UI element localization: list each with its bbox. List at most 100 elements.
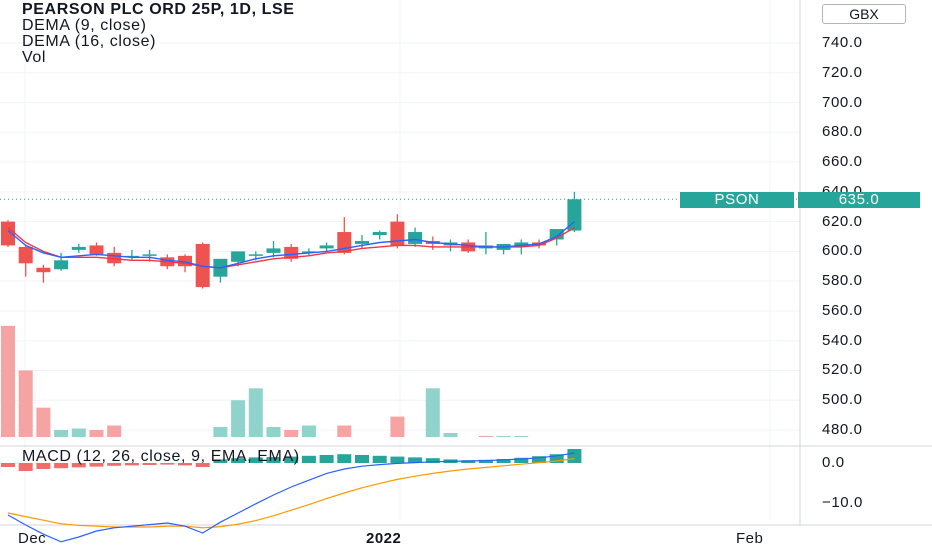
dema9-line xyxy=(7,221,575,269)
last-price-badge: 635.0 xyxy=(798,192,920,208)
candle-body xyxy=(248,254,263,256)
macd-tick-label: −10.0 xyxy=(822,494,863,511)
macd-histogram-bar xyxy=(89,463,104,467)
candle-body xyxy=(355,240,369,244)
volume-bar xyxy=(496,435,511,437)
time-tick-label: Dec xyxy=(18,530,47,547)
volume-bar xyxy=(390,416,405,437)
volume-bar xyxy=(478,435,493,437)
candle-body xyxy=(142,254,157,256)
price-tick-label: 480.0 xyxy=(822,421,863,438)
macd-histogram-bar xyxy=(71,463,86,468)
macd-histogram-bar xyxy=(425,458,440,463)
macd-signal-line xyxy=(7,458,575,529)
macd-histogram-bar xyxy=(231,458,246,463)
macd-histogram-bar xyxy=(301,455,316,463)
candle-body xyxy=(1,221,15,246)
macd-label[interactable]: MACD (12, 26, close, 9, EMA, EMA) xyxy=(22,448,300,465)
candle-body xyxy=(178,255,192,267)
volume-bar xyxy=(425,388,440,437)
volume-bar xyxy=(443,432,458,437)
time-tick-label: 2022 xyxy=(366,530,402,547)
macd-histogram-bar xyxy=(178,463,192,466)
candle-body xyxy=(390,221,405,246)
candle-body xyxy=(71,246,86,250)
symbol-badge: PSON xyxy=(680,192,794,208)
candle-body xyxy=(301,251,316,253)
macd-histogram-bar xyxy=(18,463,33,471)
price-tick-label: 540.0 xyxy=(822,331,863,349)
macd-histogram-bar xyxy=(107,463,122,466)
macd-tick-label: 0.0 xyxy=(822,454,845,471)
candle-body xyxy=(36,267,51,273)
candle-body xyxy=(89,245,104,255)
macd-histogram-bar xyxy=(1,463,15,467)
candle-body xyxy=(107,252,122,264)
chart-legend: PEARSON PLC ORD 25P, 1D, LSE DEMA (9, cl… xyxy=(22,2,295,66)
macd-histogram-bar xyxy=(248,457,263,463)
candle-body xyxy=(319,245,334,249)
candle-body xyxy=(284,246,299,259)
macd-histogram-bar xyxy=(408,457,423,463)
price-tick-label: 700.0 xyxy=(822,93,863,111)
candles xyxy=(1,191,582,289)
volume-bar xyxy=(213,427,228,437)
candle-body xyxy=(514,242,529,247)
candle-body xyxy=(372,232,387,236)
macd-histogram-bar xyxy=(514,457,529,463)
price-tick-label: 520.0 xyxy=(822,361,863,379)
price-tick-label: 600.0 xyxy=(822,242,863,260)
price-tick-label: 660.0 xyxy=(822,153,863,171)
macd-histogram-bar xyxy=(142,463,157,465)
volume-bar xyxy=(284,430,299,437)
volume-bar xyxy=(54,430,69,437)
macd-histogram-bar xyxy=(195,463,210,467)
candle-body xyxy=(195,243,210,288)
macd-histogram-bar xyxy=(532,456,546,463)
price-tick-label: 580.0 xyxy=(822,272,863,290)
macd-histogram-bar xyxy=(36,463,51,469)
dema16-label[interactable]: DEMA (16, close) xyxy=(22,33,157,50)
volume-bar xyxy=(248,388,263,437)
volume-bar xyxy=(337,425,352,437)
macd-histogram-bar xyxy=(213,459,228,463)
macd-histogram-bar xyxy=(319,455,334,463)
macd-histogram-bar xyxy=(284,456,299,463)
currency-button[interactable]: GBX xyxy=(822,4,906,24)
macd-histogram-bar xyxy=(567,449,582,463)
candle-body xyxy=(567,199,582,231)
candle-body xyxy=(266,248,281,253)
grid xyxy=(0,0,932,526)
macd-histogram-bar xyxy=(337,454,352,463)
candle-body xyxy=(549,229,564,240)
volume-bar xyxy=(89,430,104,437)
macd-histogram-bar xyxy=(124,463,139,466)
symbol-title[interactable]: PEARSON PLC ORD 25P, 1D, LSE xyxy=(22,1,295,18)
price-tick-label: 680.0 xyxy=(822,123,863,141)
volume-bar xyxy=(231,400,246,437)
volume-bar xyxy=(36,407,51,437)
volume-bar xyxy=(18,370,33,437)
candle-body xyxy=(231,251,246,262)
macd-line xyxy=(7,452,575,543)
candle-body xyxy=(54,260,69,270)
volume-label[interactable]: Vol xyxy=(22,49,47,66)
macd-pane xyxy=(1,449,582,543)
volume-bars xyxy=(1,325,529,437)
candle-body xyxy=(18,246,33,264)
macd-histogram-bar xyxy=(478,459,493,463)
dema9-label[interactable]: DEMA (9, close) xyxy=(22,17,147,34)
price-tick-label: 560.0 xyxy=(822,301,863,319)
macd-histogram-bar xyxy=(390,456,405,463)
volume-bar xyxy=(107,425,122,437)
price-tick-label: 740.0 xyxy=(822,34,863,51)
volume-bar xyxy=(301,425,316,437)
volume-bar xyxy=(514,435,529,437)
time-tick-label: Feb xyxy=(736,530,764,547)
price-tick-label: 720.0 xyxy=(822,63,863,81)
volume-bar xyxy=(266,427,281,437)
price-tick-label: 620.0 xyxy=(822,212,863,230)
macd-histogram-bar xyxy=(54,463,69,469)
macd-histogram-bar xyxy=(355,455,369,463)
